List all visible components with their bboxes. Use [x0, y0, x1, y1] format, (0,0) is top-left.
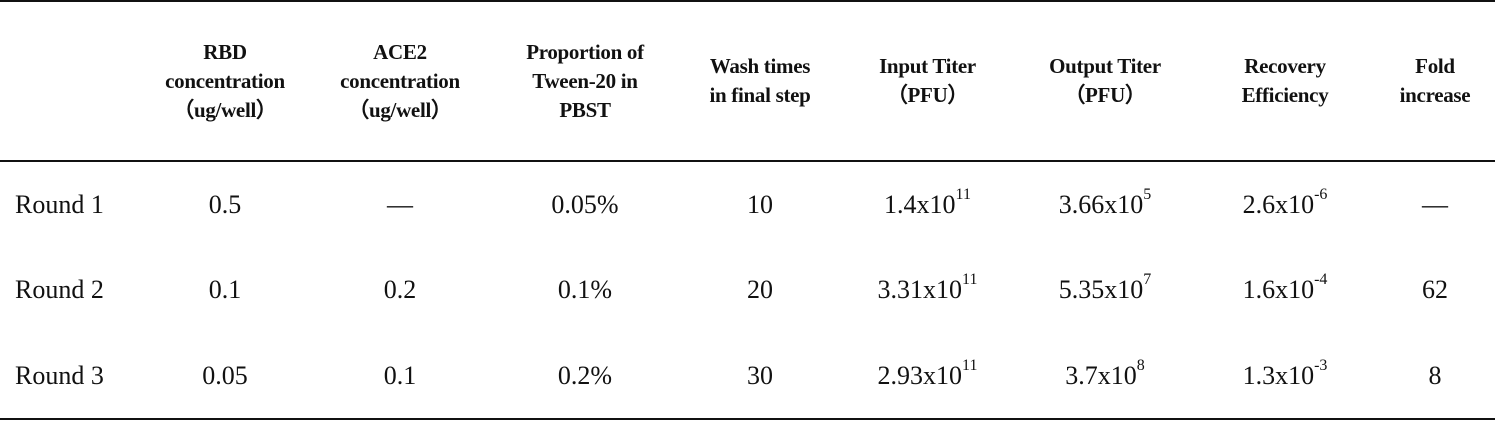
header-line: ACE2 — [373, 39, 427, 64]
cell-tween-proportion: 0.05% — [551, 189, 619, 219]
header-ace2-concentration: ACE2 concentration （ug/well） — [310, 1, 490, 161]
header-input-titer: Input Titer （PFU） — [840, 1, 1015, 161]
cell-row-label: Round 2 — [15, 275, 104, 304]
header-fold-increase: Fold increase — [1375, 1, 1495, 161]
cell-output-titer: 3.66x105 — [1015, 161, 1195, 247]
cell-rbd-concentration: 0.05 — [202, 360, 248, 390]
cell-recovery-efficiency: 1.6x10-4 — [1195, 247, 1375, 333]
table-row: Round 2 0.1 0.2 0.1% 20 3.31x1011 5.35x107 1.6x… — [0, 247, 1495, 333]
exponent: 11 — [955, 185, 971, 203]
exponent: 8 — [1136, 356, 1145, 374]
header-output-titer: Output Titer （PFU） — [1015, 1, 1195, 161]
cell-wash-times: 10 — [747, 189, 773, 219]
cell-row-label: Round 1 — [15, 189, 104, 219]
mantissa: 1.6x10 — [1242, 275, 1315, 304]
cell-input-titer: 2.93x1011 — [840, 333, 1015, 419]
header-line: （ug/well） — [173, 97, 277, 122]
header-line: Fold — [1415, 54, 1455, 78]
header-line: Tween-20 in — [532, 68, 638, 93]
cell-recovery-efficiency: 2.6x10-6 — [1195, 161, 1375, 247]
header-line: （PFU） — [886, 83, 969, 107]
header-line: （ug/well） — [348, 97, 452, 122]
mantissa: 2.93x10 — [877, 360, 963, 390]
mantissa: 2.6x10 — [1242, 189, 1315, 219]
exponent: 11 — [962, 356, 978, 374]
cell-fold-increase: 62 — [1422, 275, 1448, 304]
mantissa: 3.7x10 — [1065, 360, 1137, 390]
header-line: concentration — [340, 68, 460, 93]
exponent: 7 — [1143, 271, 1152, 288]
cell-wash-times: 20 — [747, 275, 773, 304]
header-line: RBD — [203, 39, 247, 64]
mantissa: 3.66x10 — [1058, 189, 1144, 219]
mantissa: 5.35x10 — [1058, 275, 1144, 304]
cell-input-titer: 3.31x1011 — [840, 247, 1015, 333]
header-tween-proportion: Proportion of Tween-20 in PBST — [490, 1, 680, 161]
table-header: RBD concentration （ug/well） ACE2 concentrati… — [0, 1, 1495, 161]
cell-rbd-concentration: 0.5 — [208, 189, 242, 219]
cell-recovery-efficiency: 1.3x10-3 — [1195, 333, 1375, 419]
cell-row-label: Round 3 — [15, 360, 104, 390]
cell-fold-increase: 8 — [1428, 360, 1442, 390]
exponent: 5 — [1143, 185, 1152, 203]
header-line: concentration — [165, 68, 285, 93]
mantissa: 3.31x10 — [877, 275, 963, 304]
header-line: Output Titer — [1049, 54, 1161, 78]
cell-fold-increase: — — [1422, 189, 1448, 219]
mantissa: 1.3x10 — [1242, 360, 1315, 390]
exponent: -3 — [1314, 356, 1328, 374]
cell-wash-times: 30 — [747, 360, 773, 390]
header-line: Wash times — [709, 54, 811, 78]
table-row: Round 1 0.5—0.05% 10 1.4x1011 3.66x105 2.6x10… — [0, 161, 1495, 247]
header-line: Input Titer — [879, 54, 976, 78]
header-line: in final step — [709, 83, 811, 107]
cell-rbd-concentration: 0.1 — [208, 275, 242, 304]
header-line: （PFU） — [1064, 83, 1146, 107]
cell-output-titer: 3.7x108 — [1015, 333, 1195, 419]
exponent: -6 — [1314, 185, 1328, 203]
cell-tween-proportion: 0.1% — [557, 275, 613, 304]
header-rbd-concentration: RBD concentration （ug/well） — [140, 1, 310, 161]
cell-ace2-concentration: — — [387, 189, 413, 219]
table-body: Round 1 0.5—0.05% 10 1.4x1011 3.66x105 2.6x10… — [0, 161, 1495, 419]
cell-tween-proportion: 0.2% — [557, 360, 613, 390]
exponent: 11 — [962, 271, 978, 288]
cell-output-titer: 5.35x107 — [1015, 247, 1195, 333]
header-line: Recovery — [1244, 54, 1326, 78]
header-row: RBD concentration （ug/well） ACE2 concentrati… — [0, 1, 1495, 161]
exponent: -4 — [1314, 271, 1328, 288]
cell-input-titer: 1.4x1011 — [840, 161, 1015, 247]
header-recovery-efficiency: Recovery Efficiency — [1195, 1, 1375, 161]
header-line: Efficiency — [1241, 83, 1329, 107]
header-line: increase — [1399, 83, 1471, 107]
mantissa: 1.4x10 — [884, 189, 956, 219]
cell-ace2-concentration: 0.2 — [383, 275, 417, 304]
cell-ace2-concentration: 0.1 — [383, 360, 417, 390]
header-wash-times: Wash times in final step — [680, 1, 840, 161]
header-line: Proportion of — [526, 39, 644, 64]
header-line: PBST — [559, 97, 611, 122]
table-row: Round 3 0.05 0.1 0.2% 30 2.93x1011 3.7x108 1.3x… — [0, 333, 1495, 419]
header-row-label — [0, 1, 140, 161]
